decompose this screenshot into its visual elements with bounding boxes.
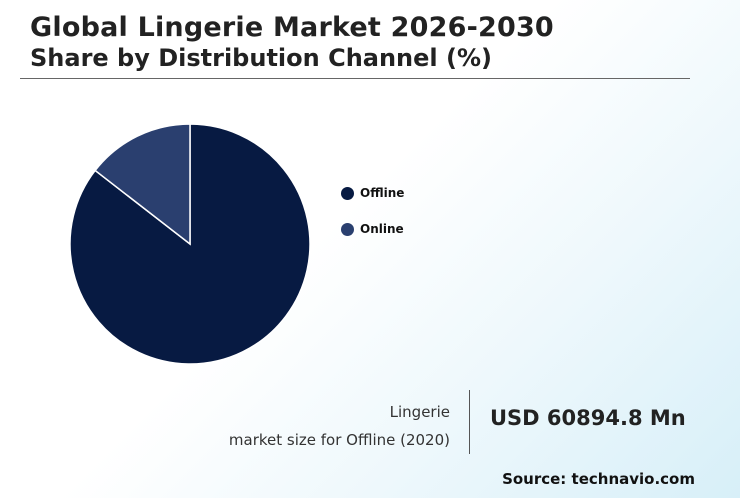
market-size-value: USD 60894.8 Mn <box>490 406 686 430</box>
caption-line-2: market size for Offline (2020) <box>228 431 450 449</box>
legend-label-offline: Offline <box>360 186 405 200</box>
legend-item-online: Online <box>341 211 404 247</box>
chart-title: Global Lingerie Market 2026-2030 <box>30 12 554 43</box>
legend-label-online: Online <box>360 222 404 236</box>
chart-legend: Offline Online <box>341 175 404 247</box>
legend-swatch-offline <box>341 186 354 200</box>
caption-line-1: Lingerie <box>389 403 450 421</box>
pie-chart <box>69 123 311 365</box>
legend-swatch-online <box>341 222 354 236</box>
title-divider <box>20 78 690 79</box>
legend-item-offline: Offline <box>341 175 404 211</box>
pie-slice-online <box>94 123 191 246</box>
market-size-caption: Lingerie market size for Offline (2020) <box>229 398 450 454</box>
chart-subtitle: Share by Distribution Channel (%) <box>30 44 492 72</box>
callout-divider <box>469 390 470 454</box>
source-credit: Source: technavio.com <box>502 470 695 488</box>
